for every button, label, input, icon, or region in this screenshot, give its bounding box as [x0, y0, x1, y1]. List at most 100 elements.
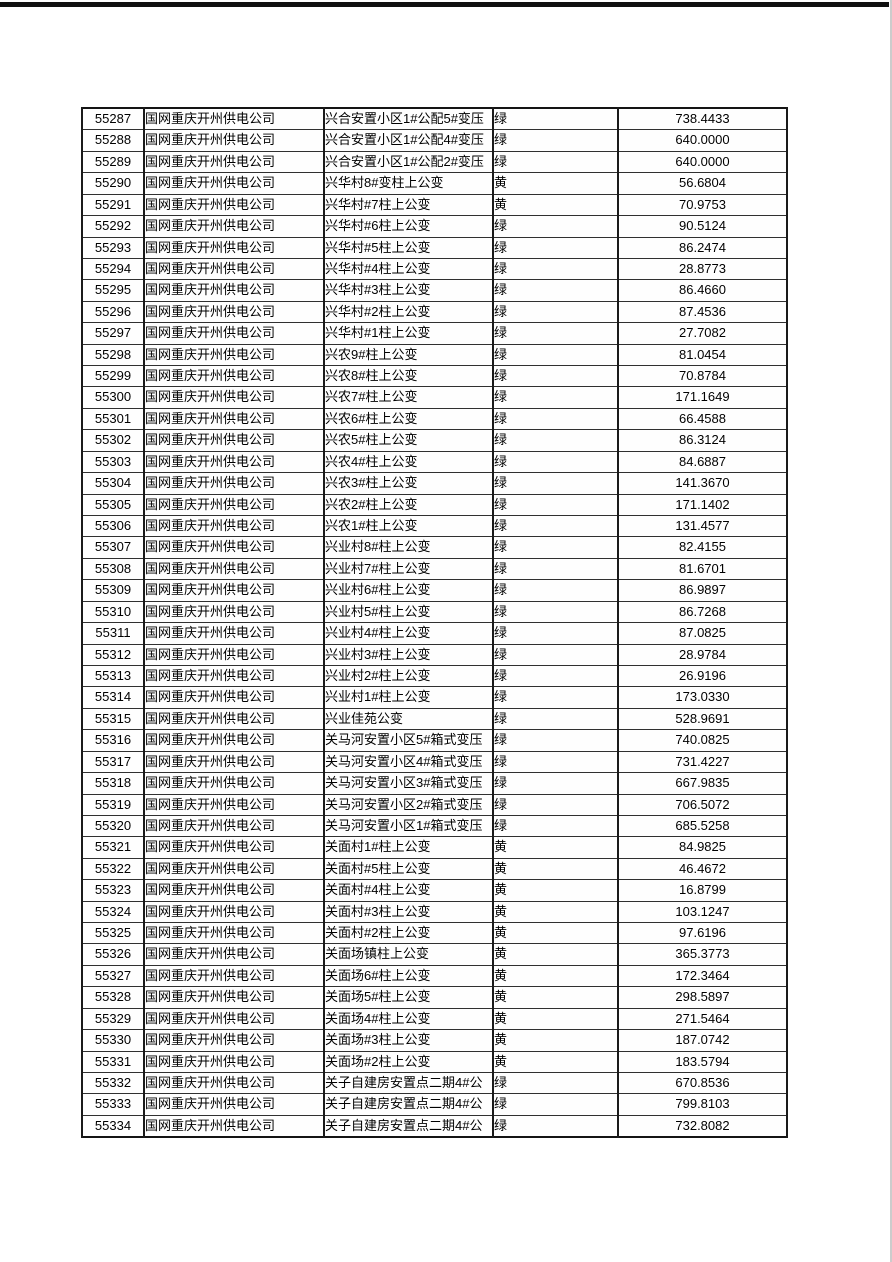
table-row: 55332 国网重庆开州供电公司 关子自建房安置点二期4#公 绿 670.853…: [81, 1071, 788, 1095]
cell-company-name: 国网重庆开州供电公司: [143, 107, 325, 131]
cell-status-flag: 黄: [492, 879, 619, 902]
cell-record-id: 55327: [81, 964, 145, 988]
cell-company-name: 国网重庆开州供电公司: [143, 215, 325, 238]
table-row: 55294 国网重庆开州供电公司 兴华村#4柱上公变 绿 28.8773: [81, 257, 788, 281]
transformer-table: 55287 国网重庆开州供电公司 兴合安置小区1#公配5#变压 绿 738.44…: [81, 107, 788, 1139]
table-row: 55326 国网重庆开州供电公司 关面场镇柱上公变 黄 365.3773: [81, 943, 788, 966]
cell-device-name: 关子自建房安置点二期4#公: [323, 1114, 494, 1138]
cell-numeric-value: 172.3464: [617, 964, 788, 988]
cell-device-name: 兴业村2#柱上公变: [323, 664, 494, 688]
cell-numeric-value: 171.1402: [617, 493, 788, 517]
table-row: 55330 国网重庆开州供电公司 关面场#3柱上公变 黄 187.0742: [81, 1029, 788, 1052]
cell-company-name: 国网重庆开州供电公司: [143, 343, 325, 367]
cell-record-id: 55307: [81, 536, 145, 559]
cell-record-id: 55314: [81, 686, 145, 709]
cell-company-name: 国网重庆开州供电公司: [143, 729, 325, 752]
cell-device-name: 关马河安置小区4#箱式变压: [323, 750, 494, 774]
cell-status-flag: 黄: [492, 943, 619, 966]
cell-device-name: 兴业佳苑公变: [323, 707, 494, 731]
cell-record-id: 55333: [81, 1093, 145, 1116]
cell-company-name: 国网重庆开州供电公司: [143, 257, 325, 281]
cell-numeric-value: 82.4155: [617, 536, 788, 559]
cell-company-name: 国网重庆开州供电公司: [143, 793, 325, 816]
cell-record-id: 55294: [81, 257, 145, 281]
cell-device-name: 兴华村#5柱上公变: [323, 236, 494, 259]
cell-record-id: 55318: [81, 772, 145, 795]
cell-status-flag: 黄: [492, 857, 619, 881]
cell-status-flag: 黄: [492, 193, 619, 217]
cell-status-flag: 绿: [492, 686, 619, 709]
cell-device-name: 兴华村#7柱上公变: [323, 193, 494, 217]
cell-numeric-value: 732.8082: [617, 1114, 788, 1138]
cell-status-flag: 绿: [492, 300, 619, 324]
cell-device-name: 兴业村7#柱上公变: [323, 557, 494, 581]
cell-numeric-value: 187.0742: [617, 1029, 788, 1052]
table-row: 55299 国网重庆开州供电公司 兴农8#柱上公变 绿 70.8784: [81, 365, 788, 388]
cell-numeric-value: 640.0000: [617, 129, 788, 152]
cell-numeric-value: 86.2474: [617, 236, 788, 259]
cell-record-id: 55325: [81, 922, 145, 945]
cell-company-name: 国网重庆开州供电公司: [143, 643, 325, 666]
cell-record-id: 55326: [81, 943, 145, 966]
cell-record-id: 55303: [81, 450, 145, 474]
cell-device-name: 兴业村8#柱上公变: [323, 536, 494, 559]
table-row: 55320 国网重庆开州供电公司 关马河安置小区1#箱式变压 绿 685.525…: [81, 814, 788, 838]
cell-device-name: 关面场5#柱上公变: [323, 986, 494, 1009]
cell-device-name: 关面场#3柱上公变: [323, 1029, 494, 1052]
cell-numeric-value: 171.1649: [617, 386, 788, 409]
cell-numeric-value: 46.4672: [617, 857, 788, 881]
cell-record-id: 55287: [81, 107, 145, 131]
cell-record-id: 55300: [81, 386, 145, 409]
cell-company-name: 国网重庆开州供电公司: [143, 707, 325, 731]
cell-device-name: 兴农2#柱上公变: [323, 493, 494, 517]
cell-device-name: 关马河安置小区3#箱式变压: [323, 772, 494, 795]
cell-device-name: 兴农1#柱上公变: [323, 515, 494, 538]
table-row: 55324 国网重庆开州供电公司 关面村#3柱上公变 黄 103.1247: [81, 900, 788, 924]
cell-numeric-value: 365.3773: [617, 943, 788, 966]
cell-company-name: 国网重庆开州供电公司: [143, 536, 325, 559]
cell-record-id: 55313: [81, 664, 145, 688]
cell-status-flag: 绿: [492, 129, 619, 152]
cell-company-name: 国网重庆开州供电公司: [143, 1029, 325, 1052]
cell-company-name: 国网重庆开州供电公司: [143, 193, 325, 217]
cell-numeric-value: 86.7268: [617, 600, 788, 624]
cell-numeric-value: 667.9835: [617, 772, 788, 795]
cell-numeric-value: 66.4588: [617, 407, 788, 431]
cell-device-name: 关马河安置小区2#箱式变压: [323, 793, 494, 816]
cell-status-flag: 绿: [492, 450, 619, 474]
cell-company-name: 国网重庆开州供电公司: [143, 750, 325, 774]
cell-numeric-value: 97.6196: [617, 922, 788, 945]
cell-numeric-value: 26.9196: [617, 664, 788, 688]
cell-record-id: 55310: [81, 600, 145, 624]
cell-record-id: 55320: [81, 814, 145, 838]
cell-device-name: 兴业村1#柱上公变: [323, 686, 494, 709]
cell-status-flag: 绿: [492, 150, 619, 174]
table-row: 55310 国网重庆开州供电公司 兴业村5#柱上公变 绿 86.7268: [81, 600, 788, 624]
table-row: 55309 国网重庆开州供电公司 兴业村6#柱上公变 绿 86.9897: [81, 579, 788, 602]
cell-record-id: 55324: [81, 900, 145, 924]
cell-device-name: 关面村#3柱上公变: [323, 900, 494, 924]
table-row: 55334 国网重庆开州供电公司 关子自建房安置点二期4#公 绿 732.808…: [81, 1114, 788, 1138]
cell-company-name: 国网重庆开州供电公司: [143, 279, 325, 302]
cell-record-id: 55334: [81, 1114, 145, 1138]
cell-device-name: 关马河安置小区1#箱式变压: [323, 814, 494, 838]
cell-company-name: 国网重庆开州供电公司: [143, 922, 325, 945]
cell-company-name: 国网重庆开州供电公司: [143, 450, 325, 474]
cell-record-id: 55309: [81, 579, 145, 602]
cell-status-flag: 绿: [492, 600, 619, 624]
cell-numeric-value: 86.9897: [617, 579, 788, 602]
cell-device-name: 兴农4#柱上公变: [323, 450, 494, 474]
cell-record-id: 55332: [81, 1071, 145, 1095]
table-row: 55305 国网重庆开州供电公司 兴农2#柱上公变 绿 171.1402: [81, 493, 788, 517]
cell-numeric-value: 740.0825: [617, 729, 788, 752]
table-row: 55327 国网重庆开州供电公司 关面场6#柱上公变 黄 172.3464: [81, 964, 788, 988]
cell-company-name: 国网重庆开州供电公司: [143, 836, 325, 859]
cell-status-flag: 黄: [492, 1050, 619, 1073]
table-row: 55291 国网重庆开州供电公司 兴华村#7柱上公变 黄 70.9753: [81, 193, 788, 217]
cell-record-id: 55312: [81, 643, 145, 666]
cell-company-name: 国网重庆开州供电公司: [143, 1050, 325, 1073]
cell-numeric-value: 70.9753: [617, 193, 788, 217]
table-row: 55311 国网重庆开州供电公司 兴业村4#柱上公变 绿 87.0825: [81, 622, 788, 645]
table-row: 55318 国网重庆开州供电公司 关马河安置小区3#箱式变压 绿 667.983…: [81, 772, 788, 795]
table-row: 55304 国网重庆开州供电公司 兴农3#柱上公变 绿 141.3670: [81, 472, 788, 495]
